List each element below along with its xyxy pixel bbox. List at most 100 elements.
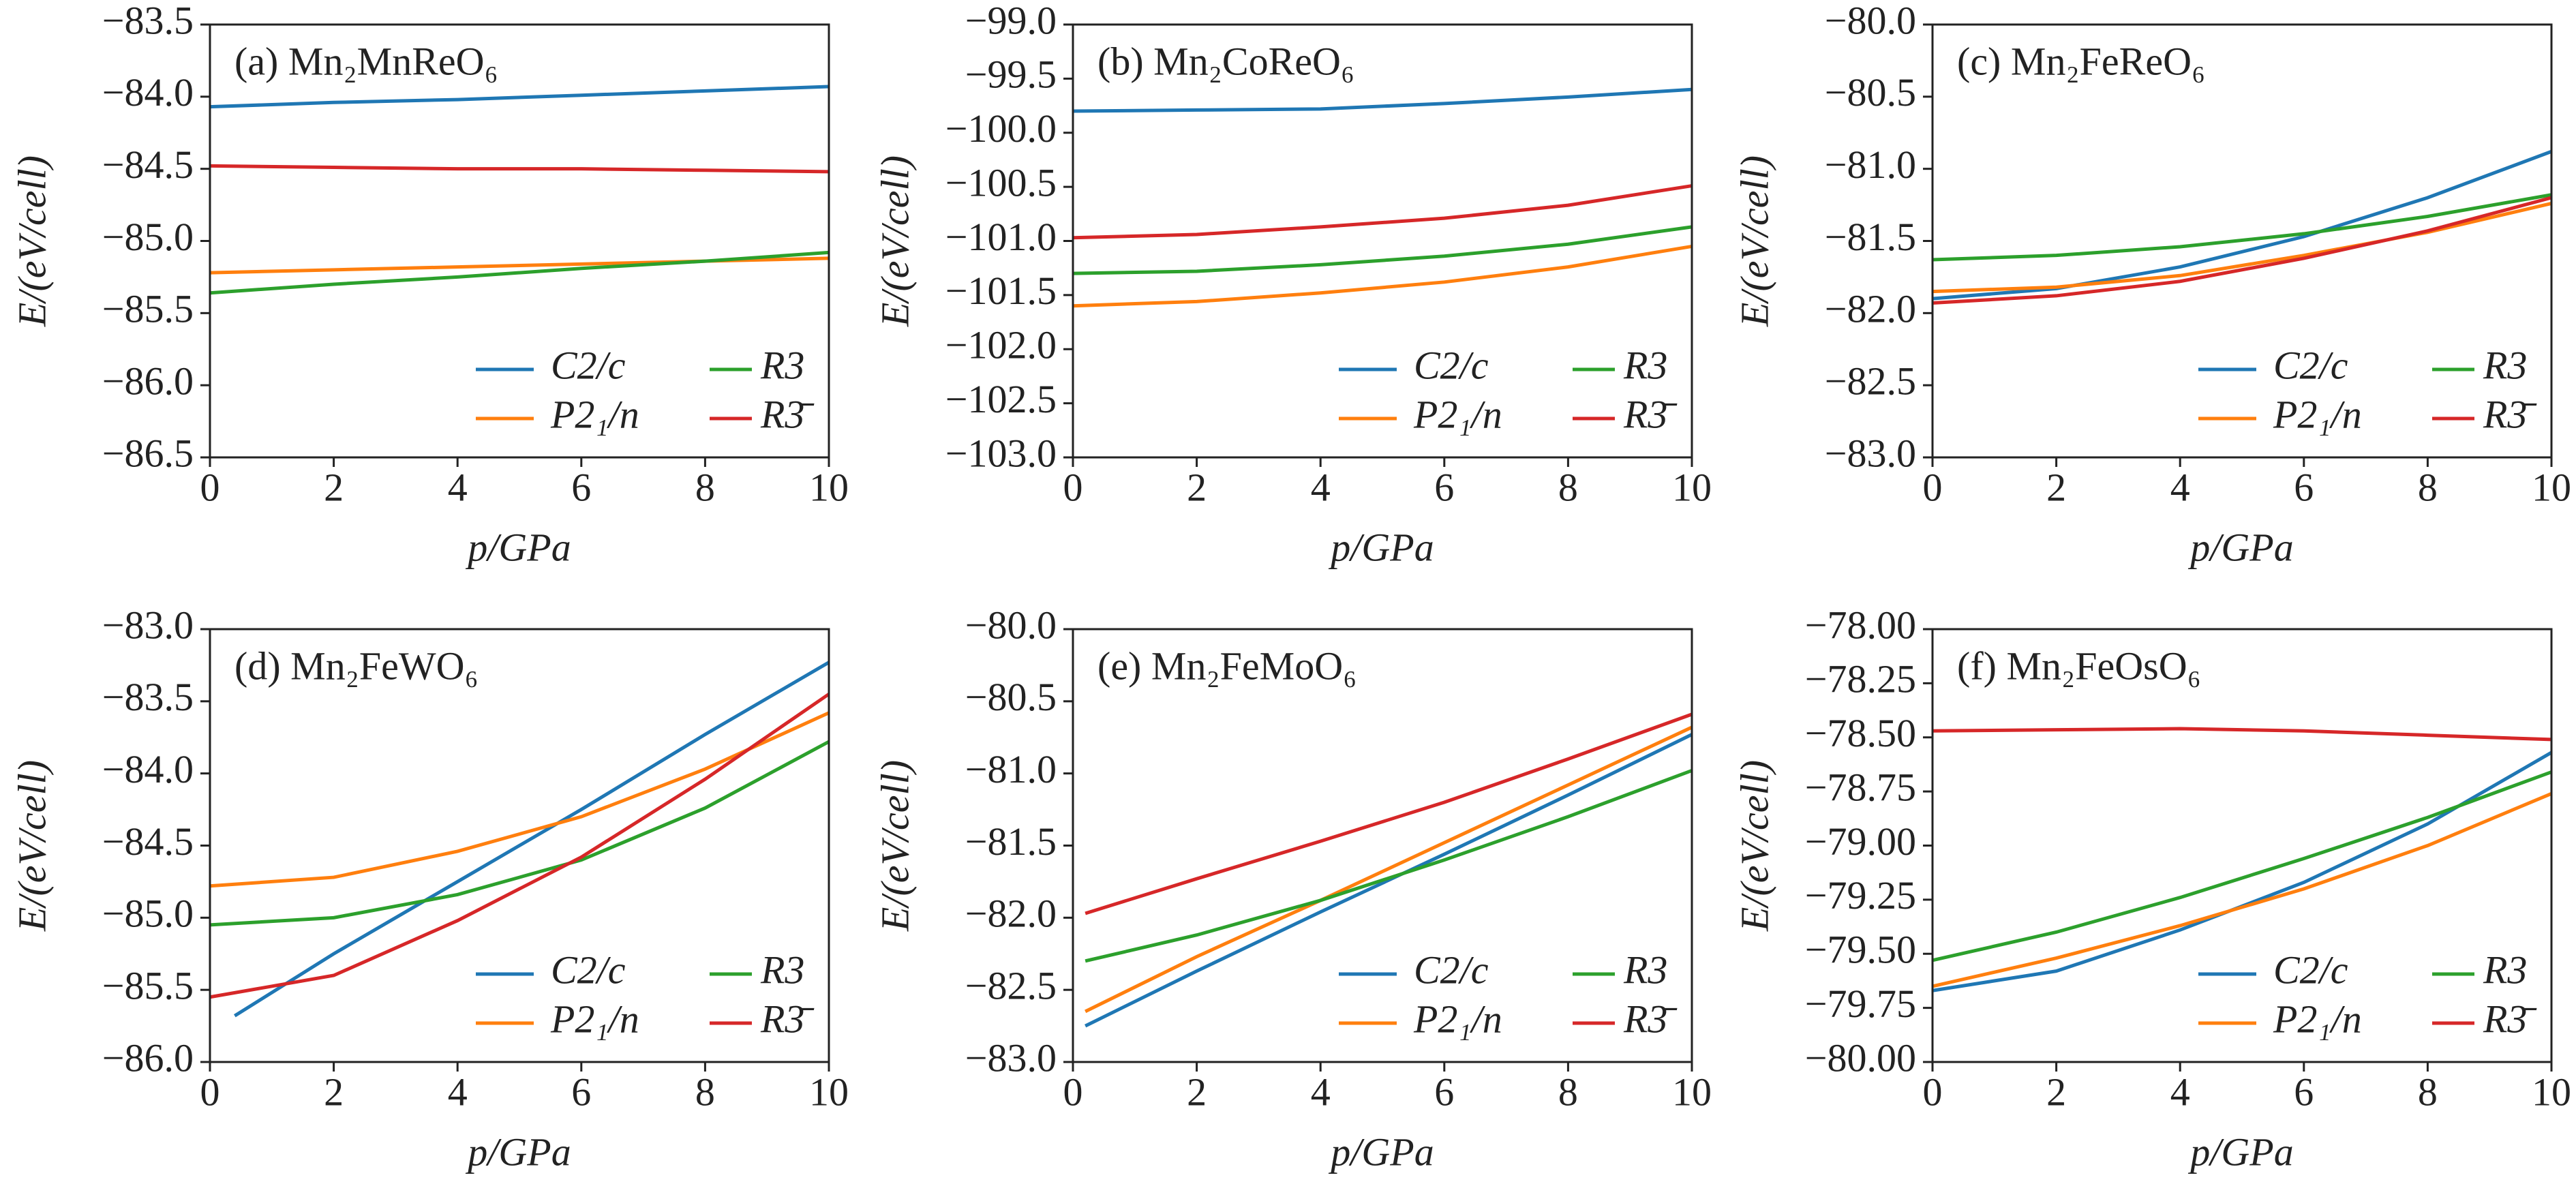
x-tick-label: 2 [324,1069,344,1114]
legend-label: R3 [2483,343,2527,387]
legend-label: C2/c [1414,343,1489,387]
y-tick-label: −101.5 [945,269,1057,313]
x-tick-label: 2 [2046,1069,2066,1114]
series-line [209,740,830,927]
series-line [1932,791,2552,988]
series-line [1072,244,1693,308]
series-line [1085,712,1693,915]
x-tick-label: 6 [2294,465,2314,509]
y-tick-label: −84.5 [102,819,194,864]
y-tick-label: −79.00 [1805,819,1916,864]
y-axis-label: E/(eV/cell) [10,760,54,932]
x-tick-label: 4 [2170,465,2190,509]
x-tick-label: 6 [1434,1069,1454,1114]
x-tick-label: 8 [695,1069,715,1114]
series-line [1072,225,1693,275]
y-tick-label: −102.5 [945,377,1057,421]
legend-label: R3̄ [1623,392,1678,436]
legend-label: R3 [760,343,804,387]
series-line [1932,770,2552,962]
y-tick-label: −80.5 [965,675,1057,719]
legend-label: R3 [1623,947,1667,992]
x-tick-label: 8 [2418,1069,2438,1114]
y-tick-label: −82.5 [1825,359,1916,403]
y-tick-label: −85.0 [102,892,194,936]
panel: 0 2 4 6 8 10 −86.5 −86.0 −85.5 −85.0 −84.5 −84.0 −83… [10,0,849,569]
y-tick-label: −99.5 [965,52,1057,97]
x-tick-label: 4 [448,1069,468,1114]
x-tick-label: 4 [1311,465,1331,509]
x-tick-label: 4 [448,465,468,509]
legend-label: C2/c [1414,947,1489,992]
x-tick-label: 0 [200,1069,220,1114]
series-line [1085,769,1693,963]
x-tick-label: 0 [200,465,220,509]
x-tick-label: 8 [2418,465,2438,509]
y-tick-label: −82.0 [965,892,1057,936]
y-tick-label: −79.50 [1805,928,1916,972]
legend-label: R3 [760,947,804,992]
y-tick-label: −84.0 [102,747,194,791]
y-tick-label: −82.5 [965,963,1057,1007]
y-tick-label: −79.75 [1805,982,1916,1026]
y-tick-label: −86.5 [102,431,194,475]
y-tick-label: −84.0 [102,70,194,115]
y-tick-label: −80.00 [1805,1035,1916,1080]
legend-label: P2₁/n [1413,997,1502,1041]
series-line [209,164,830,174]
y-tick-label: −78.25 [1805,657,1916,701]
x-tick-label: 0 [1063,465,1083,509]
x-axis-label: p/GPa [2187,1129,2293,1174]
y-tick-label: −103.0 [945,431,1057,475]
legend-label: R3̄ [760,392,815,436]
y-tick-label: −100.5 [945,160,1057,204]
legend-label: C2/c [2273,947,2348,992]
x-tick-label: 2 [1187,1069,1207,1114]
panel-title: (c) Mn₂FeReO₆ [1957,39,2205,83]
series-line [1932,202,2552,294]
y-tick-label: −79.25 [1805,873,1916,917]
x-tick-label: 2 [324,465,344,509]
legend-label: P2₁/n [550,997,639,1041]
y-tick-label: −84.5 [102,142,194,187]
series-line [1932,750,2553,992]
y-tick-label: −78.50 [1805,711,1916,755]
x-tick-label: 8 [1558,1069,1578,1114]
series-line [209,711,830,888]
x-axis-label: p/GPa [2187,525,2293,569]
y-tick-label: −85.5 [102,963,194,1007]
legend-label: C2/c [551,947,626,992]
y-axis-label: E/(eV/cell) [10,155,54,327]
panel: 0 2 4 6 8 10 −86.0 −85.5 −85.0 −84.5 −84.0 −83.5 −83… [10,603,849,1174]
x-tick-label: 0 [1063,1069,1083,1114]
y-tick-label: −100.0 [945,106,1057,151]
y-tick-label: −83.0 [965,1035,1057,1080]
series-line [233,661,830,1018]
y-tick-label: −83.0 [1825,431,1916,475]
series-line [1072,87,1693,113]
y-tick-label: −80.0 [1825,0,1916,42]
y-tick-label: −83.5 [102,0,194,42]
panel: 0 2 4 6 8 10 −103.0 −102.5 −102.0 −101.5 −101.0 −10… [873,0,1712,569]
panel: 0 2 4 6 8 10 −83.0 −82.5 −82.0 −81.5 −81.0 −80.5 −80… [1732,0,2571,569]
x-tick-label: 10 [1672,465,1712,509]
x-tick-label: 6 [2294,1069,2314,1114]
y-tick-label: −86.0 [102,359,194,403]
y-tick-label: −78.75 [1805,765,1916,809]
y-tick-label: −99.0 [965,0,1057,42]
legend-label: R3̄ [2483,997,2537,1041]
legend-label: C2/c [551,343,626,387]
panel-title: (d) Mn₂FeWO₆ [234,643,479,688]
x-tick-label: 0 [1923,1069,1943,1114]
y-tick-label: −85.5 [102,287,194,331]
legend-label: P2₁/n [1413,392,1502,436]
plot-frame [1072,628,1693,1063]
panel-title: (b) Mn₂CoReO₆ [1097,39,1354,83]
plot-frame [1931,628,2553,1063]
legend-label: P2₁/n [550,392,639,436]
legend-label: R3̄ [1623,997,1678,1041]
y-tick-label: −80.5 [1825,70,1916,115]
y-tick-label: −86.0 [102,1035,194,1080]
x-tick-label: 6 [571,1069,591,1114]
